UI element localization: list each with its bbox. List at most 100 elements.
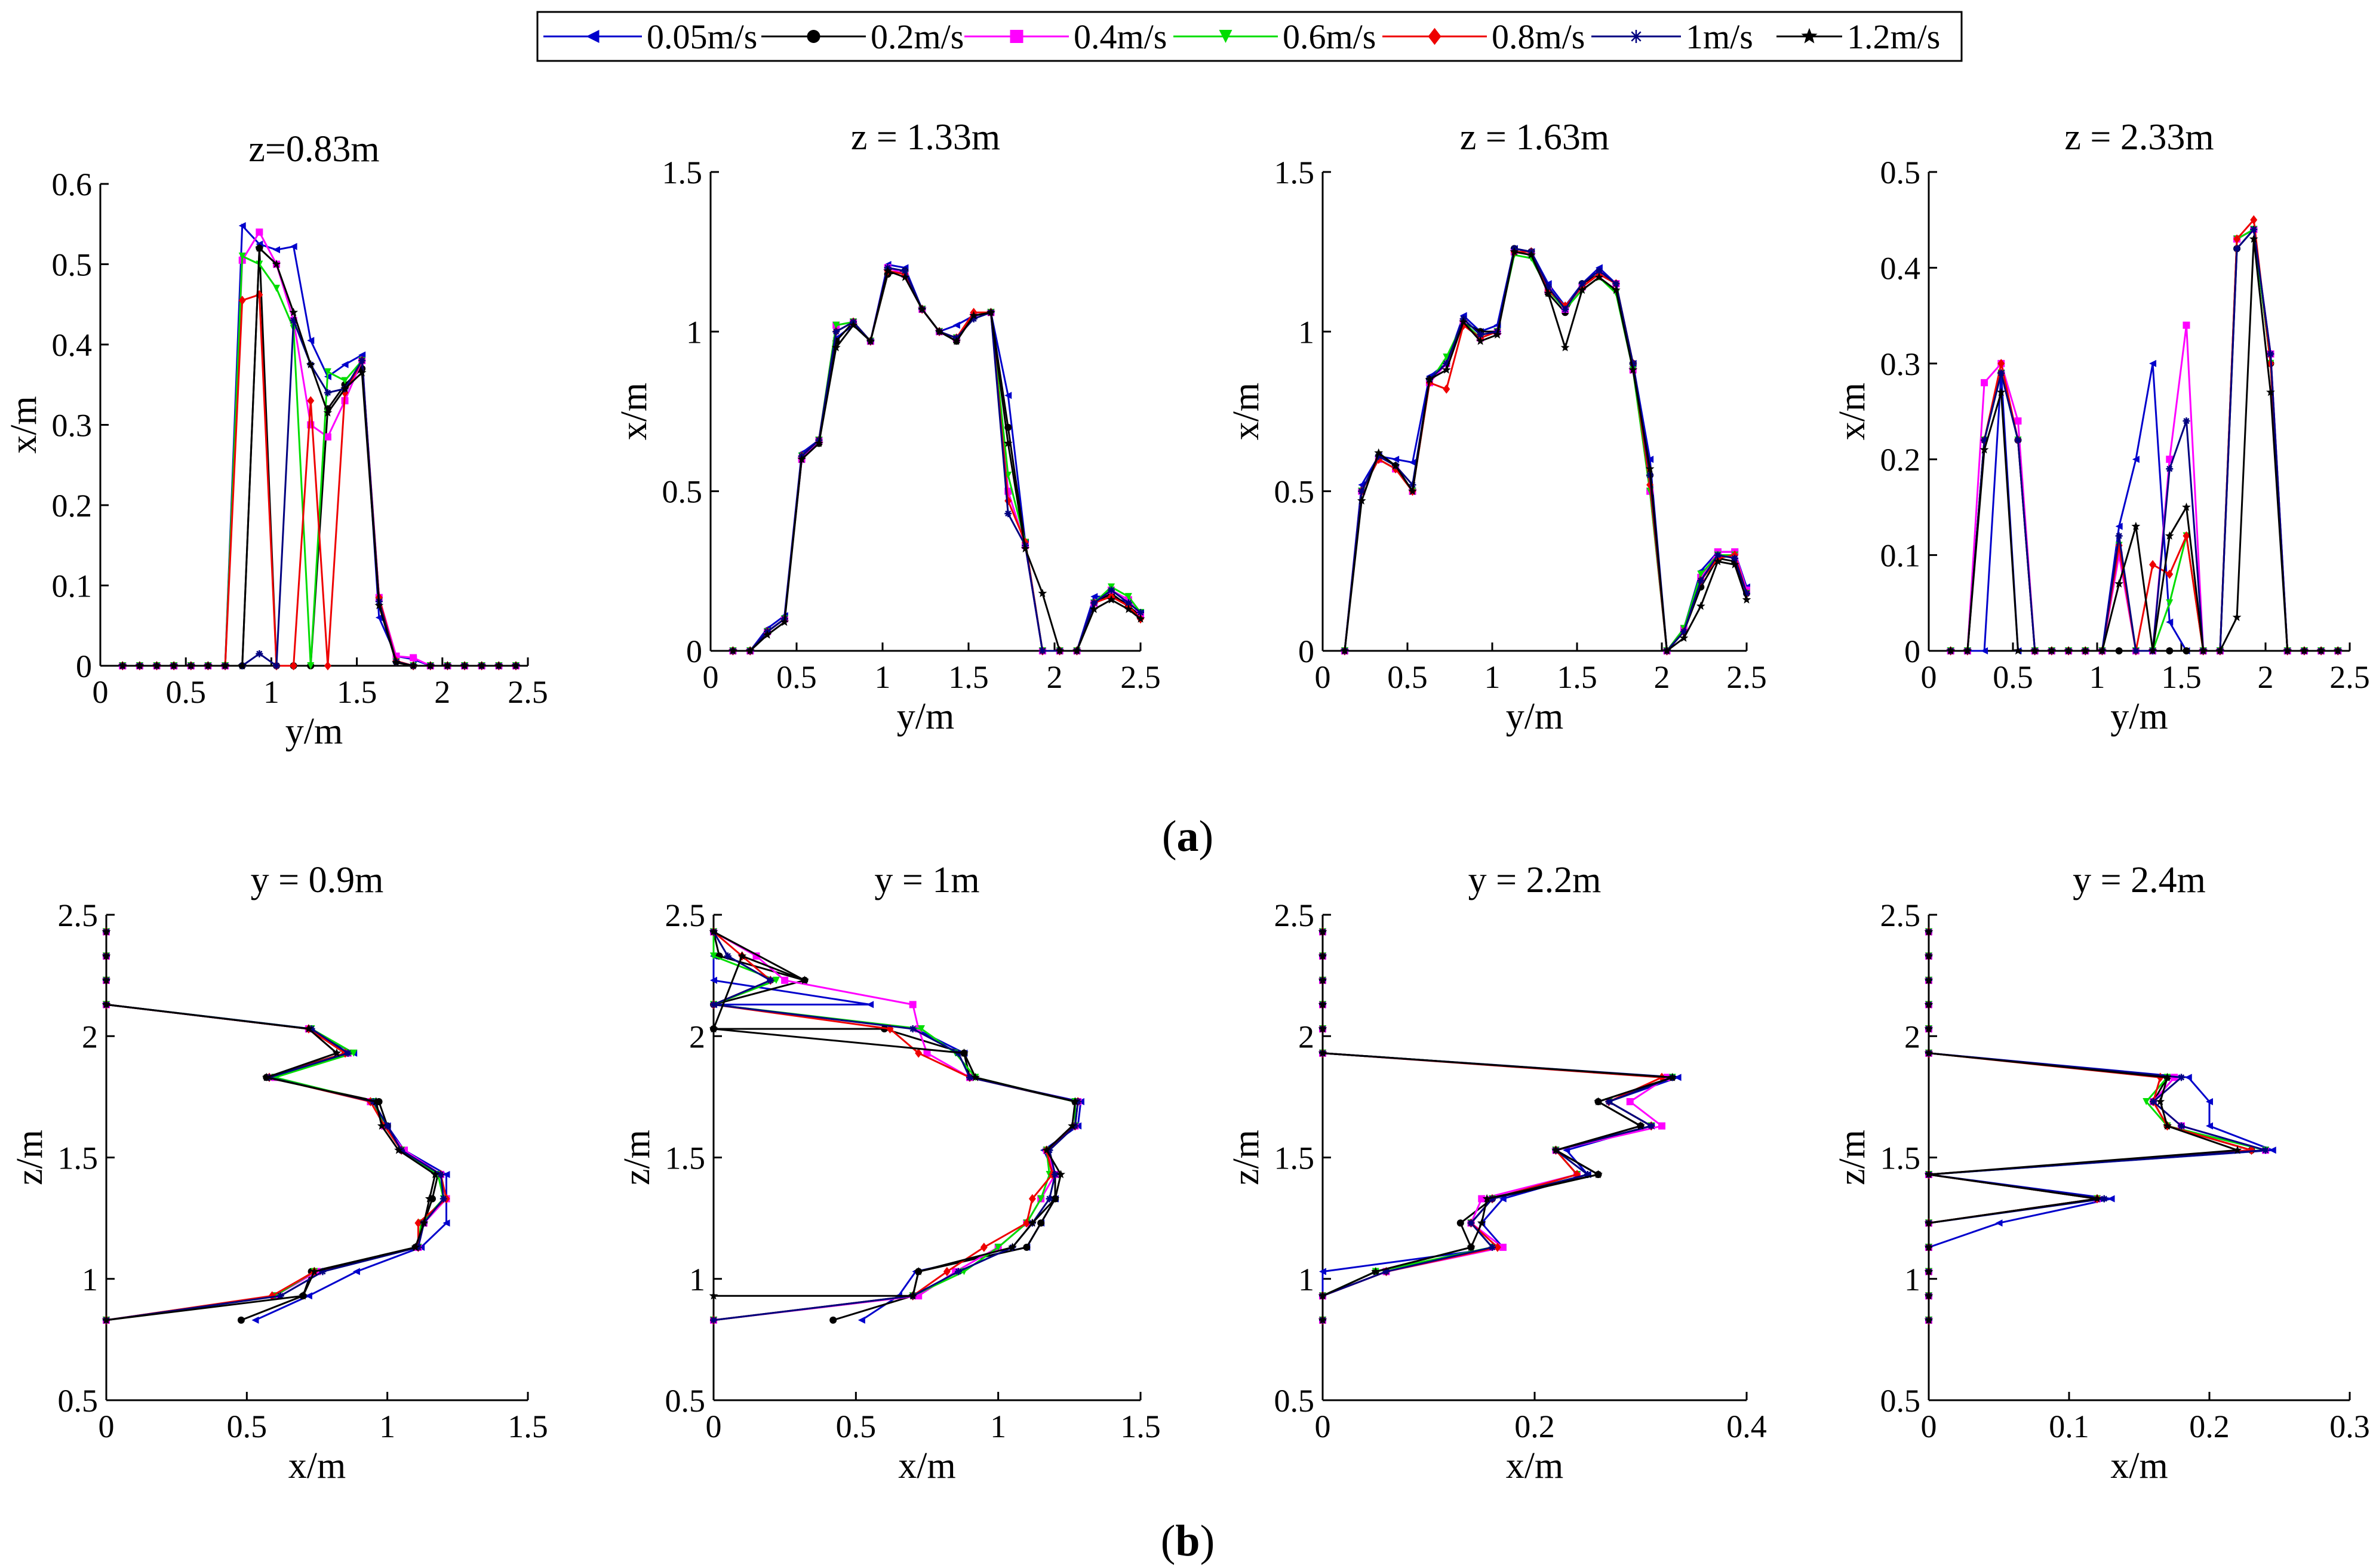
data-point (2184, 1074, 2192, 1081)
chart-title: y = 2.4m (2073, 860, 2206, 900)
x-tick-label: 0 (1921, 659, 1937, 695)
data-point (1391, 461, 1400, 470)
data-point (2115, 532, 2123, 540)
data-point (2166, 599, 2174, 607)
y-tick-label: 0.2 (1880, 442, 1921, 478)
data-point (1595, 267, 1603, 275)
y-tick-label: 2 (689, 1019, 705, 1054)
data-point (2163, 1121, 2172, 1130)
data-point (767, 976, 774, 984)
data-point (1459, 320, 1467, 330)
x-tick-label: 0.4 (1726, 1409, 1767, 1444)
data-point (1090, 593, 1098, 601)
data-point (709, 927, 718, 936)
chart-panel: 0 0.5 1 1.5 2 2.5 0 0.5 1 1.5 z = 1.33m y/m x/m (614, 117, 1161, 737)
data-point (238, 253, 246, 260)
x-axis-label: x/m (1506, 1446, 1563, 1486)
data-point (2149, 359, 2157, 367)
data-point (1050, 1194, 1060, 1203)
data-point (1584, 1170, 1591, 1178)
chart-title: y = 2.2m (1468, 860, 1602, 900)
x-tick-label: 0.3 (2329, 1409, 2370, 1444)
data-point (2248, 1145, 2255, 1155)
data-point (394, 1145, 403, 1154)
y-tick-label: 0.6 (52, 167, 93, 202)
x-axis-label: x/m (2110, 1446, 2168, 1486)
data-point (1731, 554, 1739, 562)
data-point (710, 976, 717, 984)
data-point (237, 1316, 245, 1324)
data-point (1038, 589, 1047, 598)
data-point (1055, 646, 1065, 655)
legend-label: 1m/s (1686, 17, 1753, 56)
x-tick-label: 2.5 (508, 674, 548, 710)
data-point (857, 1316, 865, 1324)
legend-label: 0.4m/s (1074, 17, 1167, 56)
x-tick-label: 1.5 (508, 1409, 548, 1444)
chart-panel: 0 0.5 1 1.5 2 2.5 0 0.1 0.2 0.3 0.4 0.5 z = 2.33m y/m… (1832, 117, 2370, 737)
x-axis-label: x/m (288, 1446, 346, 1486)
data-point (460, 661, 469, 670)
data-point (2183, 647, 2190, 654)
legend-marker (1219, 30, 1232, 43)
data-point (1924, 927, 1934, 936)
data-point (371, 1097, 381, 1106)
data-point (943, 1266, 951, 1277)
x-tick-label: 1 (263, 674, 279, 710)
data-point (1476, 336, 1485, 345)
data-point (969, 310, 979, 319)
data-point (1924, 1291, 1934, 1300)
x-tick-label: 0 (706, 1409, 722, 1444)
x-tick-label: 0.2 (1514, 1409, 1555, 1444)
data-point (1658, 1122, 1665, 1130)
data-point (102, 927, 111, 936)
data-point (1136, 614, 1145, 623)
data-point (408, 661, 418, 670)
data-point (710, 1316, 717, 1324)
y-tick-label: 2.5 (665, 897, 706, 933)
data-point (307, 662, 315, 669)
data-point (350, 1049, 358, 1057)
y-axis-label: z/m (1226, 1130, 1267, 1185)
data-point (1046, 1146, 1053, 1154)
data-point (2266, 388, 2275, 396)
data-point (2166, 456, 2174, 463)
data-point (1318, 951, 1327, 960)
y-tick-label: 0.5 (1880, 155, 1921, 190)
data-point (935, 327, 944, 336)
data-point (374, 601, 384, 610)
data-point (2166, 465, 2174, 473)
data-point (1594, 272, 1604, 281)
data-point (1046, 1195, 1053, 1203)
data-point (414, 1218, 422, 1228)
data-point (1375, 452, 1382, 460)
data-point (1319, 1268, 1326, 1275)
chart-panel: 0 0.2 0.4 0.5 1 1.5 2 2.5 y = 2.2m x/m z/m (1226, 860, 1767, 1486)
data-point (2199, 646, 2208, 655)
data-point (1563, 1146, 1570, 1154)
data-point (2182, 502, 2191, 511)
y-tick-label: 0 (76, 648, 92, 684)
data-point (2262, 1146, 2269, 1154)
data-point (923, 1049, 931, 1057)
data-point (1137, 608, 1144, 616)
data-point (2115, 647, 2123, 654)
data-point (1374, 448, 1384, 457)
data-point (2143, 1098, 2150, 1106)
y-tick-label: 0.5 (1274, 1383, 1315, 1419)
data-point (832, 328, 840, 336)
panels: 0 0.5 1 1.5 2 2.500.10.20.30.40.50.6z=0.83my/… (4, 117, 2370, 1486)
data-point (2156, 1097, 2165, 1106)
data-point (1499, 1243, 1507, 1251)
data-point (866, 1001, 874, 1009)
caption-b: (b) (1161, 1517, 1215, 1566)
series-line (1950, 239, 2338, 652)
x-tick-label: 0.5 (1387, 659, 1428, 695)
y-tick-label: 0.4 (1880, 250, 1921, 286)
data-point (2178, 1074, 2185, 1081)
x-tick-label: 0 (703, 659, 719, 695)
chart-panel: 0 0.5 1 1.5 2 2.5 0 0.1 0.2 0.3 0.4 0.5 0.6 z=0.83m y/… (4, 129, 548, 752)
data-point (2178, 1122, 2185, 1130)
data-point (2114, 579, 2124, 588)
